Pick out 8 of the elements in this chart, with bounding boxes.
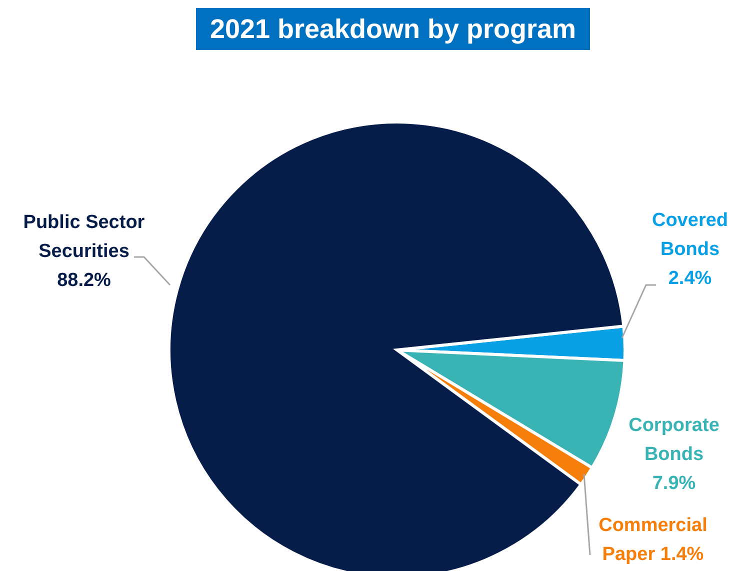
data-label: 7.9% xyxy=(652,473,696,494)
slice-label: Corporate Bonds xyxy=(628,415,720,465)
chart-title: 2021 breakdown by program xyxy=(196,8,590,50)
slice-label: Public Sector Securities xyxy=(23,212,145,262)
data-label: 88.2% xyxy=(57,270,111,291)
slice-label: Covered Bonds xyxy=(652,210,728,260)
data-label: 2.4% xyxy=(668,268,712,289)
data-label: 1.4% xyxy=(660,544,704,565)
